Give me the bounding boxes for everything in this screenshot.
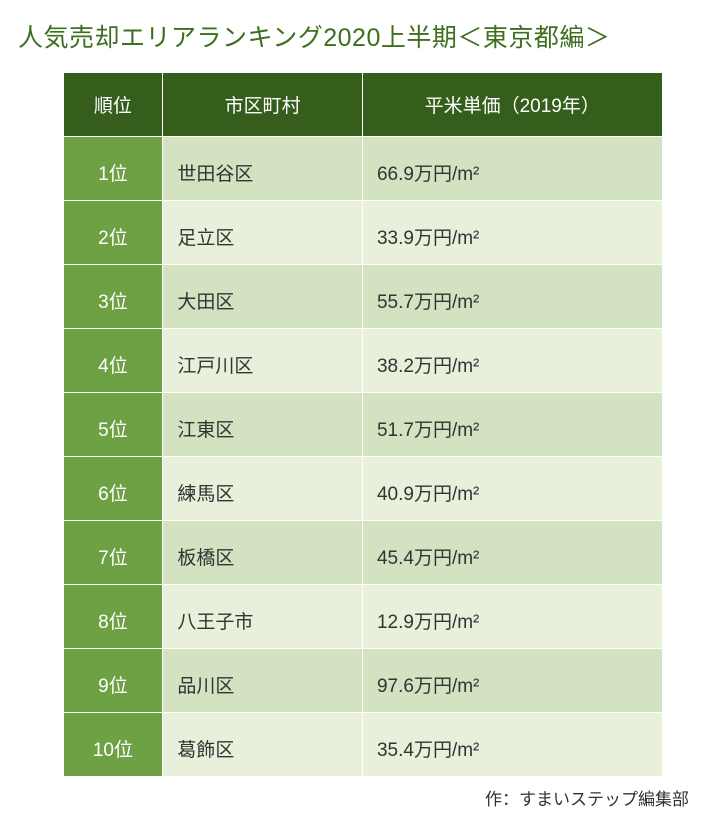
cell-ward: 江東区 bbox=[163, 393, 363, 457]
table-header-row: 順位 市区町村 平米単価（2019年） bbox=[63, 73, 662, 137]
table-row: 1位世田谷区66.9万円/m² bbox=[63, 137, 662, 201]
credit-label: 作：すまいステップ編集部 bbox=[18, 785, 707, 810]
cell-rank: 8位 bbox=[63, 585, 163, 649]
cell-ward: 世田谷区 bbox=[163, 137, 363, 201]
page-title: 人気売却エリアランキング2020上半期＜東京都編＞ bbox=[18, 18, 707, 54]
cell-price: 12.9万円/m² bbox=[362, 585, 662, 649]
col-header-price: 平米単価（2019年） bbox=[362, 73, 662, 137]
cell-rank: 3位 bbox=[63, 265, 163, 329]
cell-ward: 江戸川区 bbox=[163, 329, 363, 393]
cell-rank: 9位 bbox=[63, 649, 163, 713]
cell-price: 35.4万円/m² bbox=[362, 713, 662, 777]
cell-rank: 1位 bbox=[63, 137, 163, 201]
cell-price: 33.9万円/m² bbox=[362, 201, 662, 265]
table-row: 4位江戸川区38.2万円/m² bbox=[63, 329, 662, 393]
table-container: 順位 市区町村 平米単価（2019年） 1位世田谷区66.9万円/m²2位足立区… bbox=[18, 72, 707, 777]
cell-price: 40.9万円/m² bbox=[362, 457, 662, 521]
cell-price: 55.7万円/m² bbox=[362, 265, 662, 329]
table-row: 2位足立区33.9万円/m² bbox=[63, 201, 662, 265]
cell-ward: 八王子市 bbox=[163, 585, 363, 649]
table-row: 7位板橋区45.4万円/m² bbox=[63, 521, 662, 585]
cell-rank: 6位 bbox=[63, 457, 163, 521]
ranking-table: 順位 市区町村 平米単価（2019年） 1位世田谷区66.9万円/m²2位足立区… bbox=[63, 72, 663, 777]
cell-price: 97.6万円/m² bbox=[362, 649, 662, 713]
table-row: 8位八王子市12.9万円/m² bbox=[63, 585, 662, 649]
cell-ward: 大田区 bbox=[163, 265, 363, 329]
cell-ward: 板橋区 bbox=[163, 521, 363, 585]
table-row: 5位江東区51.7万円/m² bbox=[63, 393, 662, 457]
cell-ward: 練馬区 bbox=[163, 457, 363, 521]
cell-ward: 品川区 bbox=[163, 649, 363, 713]
cell-price: 45.4万円/m² bbox=[362, 521, 662, 585]
table-row: 3位大田区55.7万円/m² bbox=[63, 265, 662, 329]
cell-rank: 4位 bbox=[63, 329, 163, 393]
cell-ward: 葛飾区 bbox=[163, 713, 363, 777]
cell-rank: 5位 bbox=[63, 393, 163, 457]
cell-ward: 足立区 bbox=[163, 201, 363, 265]
cell-rank: 7位 bbox=[63, 521, 163, 585]
cell-price: 38.2万円/m² bbox=[362, 329, 662, 393]
cell-price: 66.9万円/m² bbox=[362, 137, 662, 201]
col-header-rank: 順位 bbox=[63, 73, 163, 137]
table-row: 10位葛飾区35.4万円/m² bbox=[63, 713, 662, 777]
cell-rank: 10位 bbox=[63, 713, 163, 777]
cell-price: 51.7万円/m² bbox=[362, 393, 662, 457]
table-row: 6位練馬区40.9万円/m² bbox=[63, 457, 662, 521]
table-row: 9位品川区97.6万円/m² bbox=[63, 649, 662, 713]
cell-rank: 2位 bbox=[63, 201, 163, 265]
col-header-ward: 市区町村 bbox=[163, 73, 363, 137]
table-body: 1位世田谷区66.9万円/m²2位足立区33.9万円/m²3位大田区55.7万円… bbox=[63, 137, 662, 777]
